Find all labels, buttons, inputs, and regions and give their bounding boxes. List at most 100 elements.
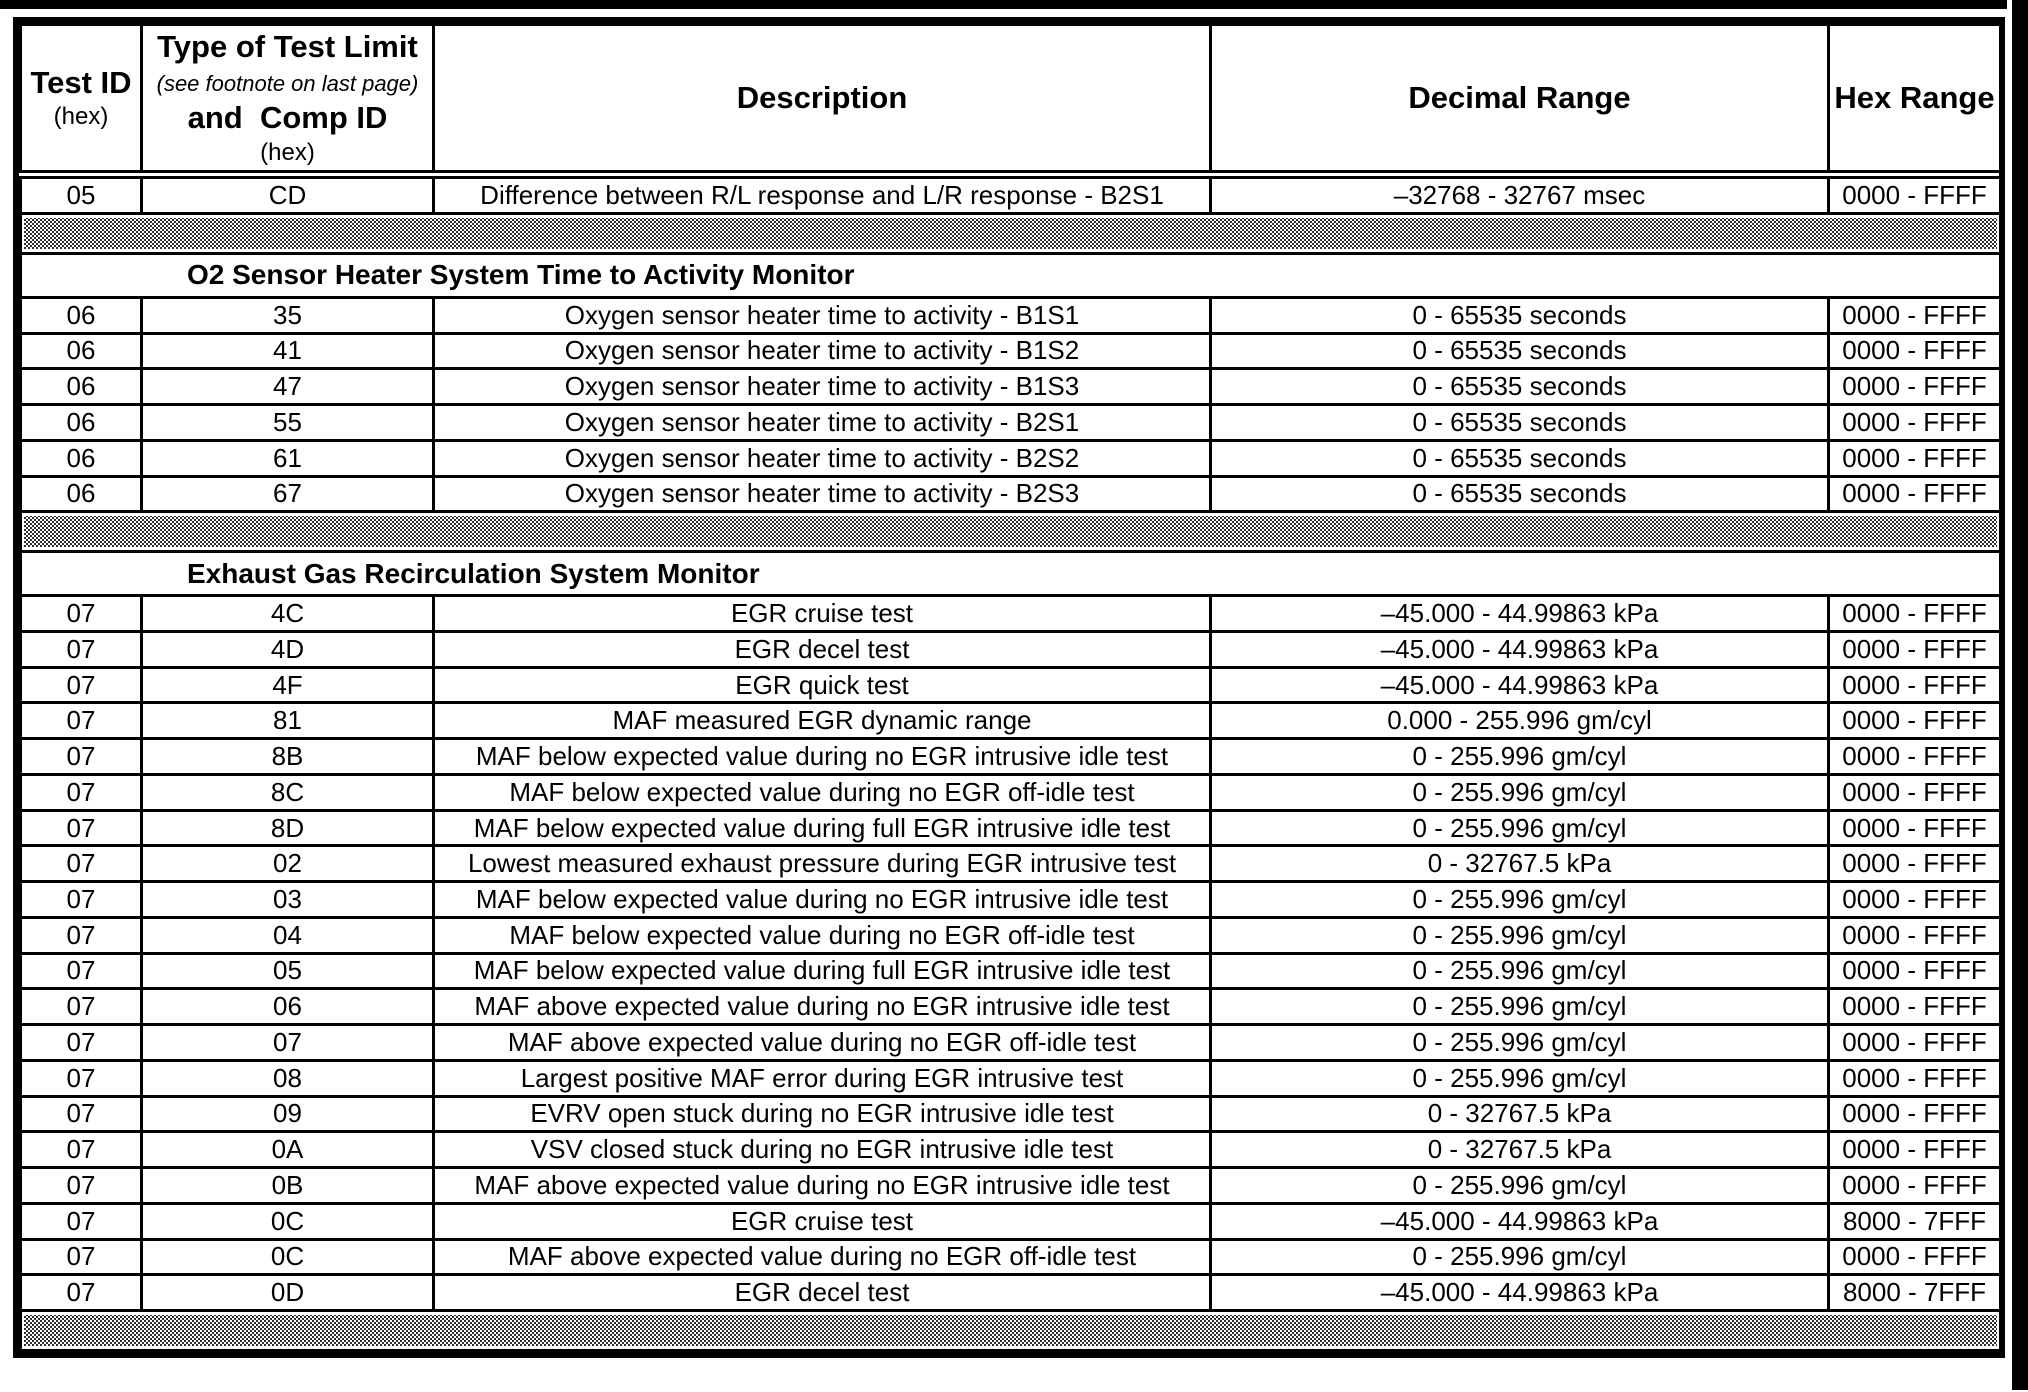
table-row: 07 4C EGR cruise test –45.000 - 44.99863 kP…: [19, 594, 2002, 634]
cell-decimal-range: 0 - 255.996 gm/cyl: [1209, 915, 1830, 955]
comp-id-title: and Comp ID: [187, 100, 388, 136]
cell-hex-range: 0000 - FFFF: [1827, 701, 2002, 741]
cell-description: EGR quick test: [432, 665, 1212, 705]
cell-decimal-range: 0 - 32767.5 kPa: [1209, 844, 1830, 884]
table-row: 07 07 MAF above expected value during no E…: [19, 1023, 2002, 1062]
cell-test-id: 07: [19, 1166, 143, 1205]
cell-description: MAF above expected value during no EGR i…: [432, 987, 1212, 1027]
cell-description: MAF measured EGR dynamic range: [432, 701, 1212, 741]
cell-test-id: 07: [19, 808, 143, 848]
section-header-row: O2 Sensor Heater System Time to Activity…: [19, 251, 2002, 299]
cell-description: Lowest measured exhaust pressure during …: [432, 844, 1212, 884]
cell-hex-range: 0000 - FFFF: [1827, 1023, 2002, 1062]
cell-decimal-range: 0 - 255.996 gm/cyl: [1209, 1023, 1830, 1062]
cell-test-id: 07: [19, 1023, 143, 1062]
cell-hex-range: 0000 - FFFF: [1827, 915, 2002, 955]
cell-test-id: 07: [19, 1273, 143, 1312]
cell-hex-range: 0000 - FFFF: [1827, 295, 2002, 335]
cell-description: MAF above expected value during no EGR i…: [432, 1166, 1212, 1205]
table-row: 06 47 Oxygen sensor heater time to activit…: [19, 367, 2002, 407]
cell-comp-id: 0A: [140, 1130, 435, 1170]
cell-comp-id: 05: [140, 951, 435, 991]
cell-description: EVRV open stuck during no EGR intrusive …: [432, 1094, 1212, 1134]
cell-decimal-range: 0 - 32767.5 kPa: [1209, 1094, 1830, 1134]
section-header-label: Exhaust Gas Recirculation System Monitor: [19, 550, 2002, 598]
cell-decimal-range: 0 - 65535 seconds: [1209, 438, 1830, 478]
cell-comp-id: 81: [140, 701, 435, 741]
cell-description: MAF below expected value during no EGR i…: [432, 880, 1212, 919]
cell-description: EGR decel test: [432, 630, 1212, 669]
cell-test-id: 07: [19, 737, 143, 776]
cell-comp-id: 41: [140, 331, 435, 371]
table-row: 07 05 MAF below expected value during full…: [19, 951, 2002, 991]
cell-decimal-range: 0 - 65535 seconds: [1209, 295, 1830, 335]
separator-row: [19, 510, 2002, 554]
cell-decimal-range: 0 - 65535 seconds: [1209, 331, 1830, 371]
table-row: 07 02 Lowest measured exhaust pressure dur…: [19, 844, 2002, 884]
table-body: 05 CD Difference between R/L response and …: [19, 173, 2002, 1352]
cell-comp-id: 4C: [140, 594, 435, 634]
col-header-hex-range: Hex Range: [1827, 23, 2002, 179]
col-header-description: Description: [432, 23, 1212, 179]
cell-decimal-range: –45.000 - 44.99863 kPa: [1209, 630, 1830, 669]
col-header-type-of-test-limit: Type of Test Limit (see footnote on last…: [140, 23, 435, 179]
cell-test-id: 07: [19, 915, 143, 955]
cell-description: Largest positive MAF error during EGR in…: [432, 1058, 1212, 1098]
cell-description: EGR decel test: [432, 1273, 1212, 1312]
cell-test-id: 07: [19, 1058, 143, 1098]
cell-comp-id: 0C: [140, 1201, 435, 1241]
table-row: 06 41 Oxygen sensor heater time to activit…: [19, 331, 2002, 371]
cell-decimal-range: 0 - 255.996 gm/cyl: [1209, 1237, 1830, 1277]
table-row: 07 03 MAF below expected value during no E…: [19, 880, 2002, 919]
cell-description: Oxygen sensor heater time to activity - …: [432, 331, 1212, 371]
cell-hex-range: 0000 - FFFF: [1827, 844, 2002, 884]
cell-description: MAF below expected value during no EGR i…: [432, 737, 1212, 776]
cell-hex-range: 8000 - 7FFF: [1827, 1201, 2002, 1241]
cell-comp-id: 67: [140, 474, 435, 514]
cell-test-id: 05: [19, 173, 143, 215]
cell-hex-range: 0000 - FFFF: [1827, 367, 2002, 407]
cell-comp-id: 8C: [140, 772, 435, 812]
cell-test-id: 07: [19, 880, 143, 919]
cell-comp-id: 09: [140, 1094, 435, 1134]
cell-description: Difference between R/L response and L/R …: [432, 173, 1212, 215]
cell-comp-id: 06: [140, 987, 435, 1027]
cell-hex-range: 0000 - FFFF: [1827, 951, 2002, 991]
section-header-row: Exhaust Gas Recirculation System Monitor: [19, 550, 2002, 598]
cell-test-id: 07: [19, 1237, 143, 1277]
header-row: Test ID (hex) Type of Test Limit (see fo…: [19, 23, 2002, 179]
cell-description: MAF below expected value during no EGR o…: [432, 915, 1212, 955]
cell-comp-id: 8B: [140, 737, 435, 776]
cell-hex-range: 0000 - FFFF: [1827, 1166, 2002, 1205]
cell-hex-range: 0000 - FFFF: [1827, 987, 2002, 1027]
cell-decimal-range: 0 - 65535 seconds: [1209, 474, 1830, 514]
type-title: Type of Test Limit: [157, 28, 418, 64]
cell-decimal-range: 0 - 255.996 gm/cyl: [1209, 987, 1830, 1027]
cell-comp-id: 02: [140, 844, 435, 884]
table-row: 07 81 MAF measured EGR dynamic range 0.000 …: [19, 701, 2002, 741]
cell-description: Oxygen sensor heater time to activity - …: [432, 438, 1212, 478]
test-id-title: Test ID: [30, 64, 132, 100]
cell-decimal-range: 0 - 255.996 gm/cyl: [1209, 1166, 1830, 1205]
table-row: 07 09 EVRV open stuck during no EGR intrus…: [19, 1094, 2002, 1134]
cell-test-id: 06: [19, 295, 143, 335]
table-row: 06 35 Oxygen sensor heater time to activit…: [19, 295, 2002, 335]
cell-test-id: 06: [19, 403, 143, 442]
table-row: 06 61 Oxygen sensor heater time to activit…: [19, 438, 2002, 478]
table-row: 07 0C MAF above expected value during no E…: [19, 1237, 2002, 1277]
separator-hatch-band: [19, 1309, 2002, 1352]
cell-test-id: 07: [19, 701, 143, 741]
cell-description: EGR cruise test: [432, 594, 1212, 634]
cell-description: MAF below expected value during no EGR o…: [432, 772, 1212, 812]
cell-decimal-range: –32768 - 32767 msec: [1209, 173, 1830, 215]
cell-test-id: 06: [19, 331, 143, 371]
table-row: 07 8C MAF below expected value during no E…: [19, 772, 2002, 812]
cell-description: Oxygen sensor heater time to activity - …: [432, 295, 1212, 335]
cell-comp-id: 0C: [140, 1237, 435, 1277]
table-row: 07 04 MAF below expected value during no E…: [19, 915, 2002, 955]
cell-description: MAF below expected value during full EGR…: [432, 951, 1212, 991]
cell-decimal-range: 0 - 32767.5 kPa: [1209, 1130, 1830, 1170]
cell-comp-id: 4D: [140, 630, 435, 669]
cell-decimal-range: 0 - 255.996 gm/cyl: [1209, 737, 1830, 776]
cell-comp-id: 4F: [140, 665, 435, 705]
